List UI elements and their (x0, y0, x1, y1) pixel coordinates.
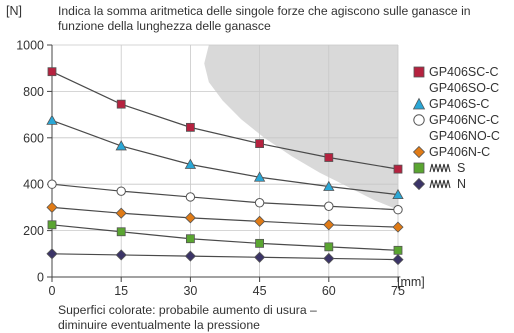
spring-icon (429, 161, 453, 173)
legend-circle-marker (413, 114, 425, 126)
legend-item-n: N (412, 176, 512, 192)
legend-label: GP406N-C (429, 145, 491, 159)
data-point (46, 201, 58, 213)
legend-label: S (457, 161, 466, 175)
legend-item-gp406s-c: GP406S-C (412, 96, 512, 112)
x-tick-label: 75 (391, 284, 405, 298)
data-point (324, 153, 334, 162)
data-point (116, 99, 126, 109)
data-point (47, 220, 57, 230)
legend-diamond-marker (412, 177, 426, 191)
data-point (392, 254, 404, 266)
data-point (46, 114, 58, 125)
data-point (116, 227, 126, 237)
data-point (324, 201, 334, 211)
legend-label: N (457, 177, 467, 191)
series-line (51, 206, 399, 228)
data-point (184, 158, 197, 169)
legend-square-marker (413, 162, 425, 174)
data-point (254, 198, 265, 208)
data-point (184, 250, 196, 262)
legend-label: GP406S-C (429, 97, 490, 111)
legend-label: GP406NC-C GP406NO-C (429, 113, 500, 143)
y-tick-label: 800 (23, 85, 44, 99)
data-point (255, 238, 265, 248)
series-line (51, 71, 399, 170)
y-tick-label: 400 (23, 178, 44, 192)
y-tick-label: 1000 (16, 39, 44, 53)
data-point (323, 219, 335, 231)
series-line (51, 224, 399, 251)
data-point (393, 205, 403, 215)
data-point (254, 215, 266, 227)
axes: 0 200 400 600 800 1000 0 15 30 45 60 75 (16, 39, 405, 299)
data-point (393, 164, 403, 174)
legend-item-gp406nc-c: GP406NC-C GP406NO-C (412, 112, 512, 144)
legend-item-gp406n-c: GP406N-C (412, 144, 512, 160)
data-point (47, 67, 57, 77)
legend-square-marker (413, 66, 425, 78)
wear-note: Superfici colorate: probabile aumento di… (58, 303, 317, 332)
series-layer (46, 67, 404, 266)
data-point (255, 139, 265, 149)
legend-item-gp406sc-c: GP406SC-C GP406SO-C (412, 64, 512, 96)
data-point (323, 180, 335, 191)
data-point (46, 248, 58, 260)
data-point (115, 140, 127, 151)
data-point (184, 212, 196, 224)
chart-title: Indica la somma aritmetica delle singole… (58, 4, 471, 33)
data-point (185, 192, 196, 202)
series-line (51, 183, 399, 211)
legend: GP406SC-C GP406SO-C GP406S-C GP406NC-C G… (412, 64, 512, 192)
x-tick-label: 15 (114, 284, 128, 298)
data-point (392, 188, 404, 200)
data-point (185, 234, 195, 244)
x-tick-label: 45 (253, 284, 267, 298)
legend-item-s: S (412, 160, 512, 176)
data-point (393, 245, 403, 255)
data-point (323, 252, 335, 265)
x-tick-label: 0 (49, 284, 56, 298)
wear-zone-shade (204, 45, 398, 210)
legend-label: GP406SC-C GP406SO-C (429, 65, 500, 95)
data-point (254, 251, 266, 263)
data-point (115, 207, 127, 219)
y-tick-label: 0 (37, 271, 44, 285)
series-line (51, 253, 399, 261)
y-tick-label: 200 (23, 224, 44, 238)
data-point (47, 179, 57, 189)
legend-triangle-marker (412, 97, 426, 110)
data-point (185, 122, 195, 132)
data-point (392, 221, 404, 233)
data-point (324, 242, 334, 252)
data-point (253, 171, 266, 182)
wear-zone-layer (204, 45, 398, 210)
x-tick-label: 30 (183, 284, 197, 298)
data-point (116, 186, 126, 196)
data-point (115, 249, 127, 261)
x-tick-label: 60 (322, 284, 336, 298)
spring-icon (429, 177, 453, 189)
series-line (51, 119, 399, 196)
y-tick-label: 600 (23, 131, 44, 145)
x-axis-unit: [mm] (397, 275, 425, 289)
legend-diamond-marker (412, 145, 426, 159)
y-axis-unit: [N] (6, 4, 22, 18)
